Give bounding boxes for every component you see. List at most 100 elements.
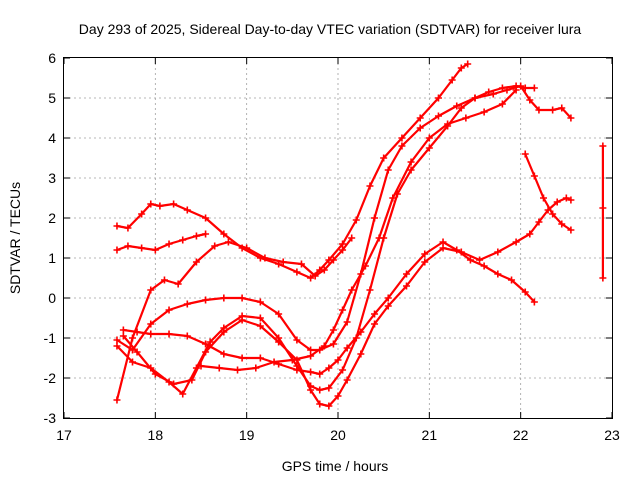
data-point bbox=[270, 358, 278, 366]
data-point bbox=[343, 376, 351, 384]
data-point bbox=[567, 196, 575, 204]
data-point bbox=[256, 298, 264, 306]
data-point bbox=[549, 106, 557, 114]
data-point bbox=[151, 370, 159, 378]
series-track-g bbox=[119, 194, 575, 410]
data-point bbox=[234, 366, 242, 374]
data-point bbox=[421, 250, 429, 258]
data-point bbox=[170, 380, 178, 388]
data-point bbox=[113, 222, 121, 230]
y-tick-label: 5 bbox=[48, 90, 56, 106]
data-point bbox=[329, 340, 337, 348]
data-point bbox=[307, 352, 315, 360]
data-point bbox=[151, 246, 159, 254]
data-point bbox=[466, 256, 474, 264]
y-tick-label: -3 bbox=[44, 410, 57, 426]
data-point bbox=[334, 356, 342, 364]
data-point bbox=[215, 364, 223, 372]
data-point bbox=[124, 224, 132, 232]
data-point bbox=[380, 154, 388, 162]
data-point bbox=[599, 274, 607, 282]
y-tick-label: -1 bbox=[44, 330, 57, 346]
data-point bbox=[339, 366, 347, 374]
data-point bbox=[384, 166, 392, 174]
data-point bbox=[512, 238, 520, 246]
data-point bbox=[512, 86, 520, 94]
data-point bbox=[357, 328, 365, 336]
data-point bbox=[256, 354, 264, 362]
x-tick-label: 19 bbox=[239, 427, 255, 443]
data-point bbox=[220, 328, 228, 336]
data-point bbox=[316, 400, 324, 408]
data-point bbox=[361, 262, 369, 270]
data-point bbox=[261, 254, 269, 262]
data-point bbox=[133, 328, 141, 336]
data-point bbox=[371, 310, 379, 318]
series-line bbox=[115, 232, 207, 252]
series-track-f bbox=[119, 238, 538, 378]
data-point bbox=[202, 230, 210, 238]
data-point bbox=[416, 124, 424, 132]
data-point bbox=[211, 242, 219, 250]
data-point bbox=[498, 100, 506, 108]
data-point bbox=[434, 112, 442, 120]
data-point bbox=[147, 320, 155, 328]
data-point bbox=[238, 294, 246, 302]
data-point bbox=[119, 326, 127, 334]
data-point bbox=[113, 342, 121, 350]
data-point bbox=[389, 194, 397, 202]
data-point bbox=[553, 198, 561, 206]
data-point bbox=[567, 226, 575, 234]
data-point bbox=[256, 314, 264, 322]
data-point bbox=[521, 84, 529, 92]
data-point bbox=[165, 306, 173, 314]
data-point bbox=[238, 316, 246, 324]
data-point bbox=[113, 336, 121, 344]
x-tick-label: 23 bbox=[604, 427, 620, 443]
data-point bbox=[457, 64, 465, 72]
data-point bbox=[462, 114, 470, 122]
data-point bbox=[316, 386, 324, 394]
x-tick-label: 17 bbox=[56, 427, 72, 443]
data-point bbox=[421, 258, 429, 266]
chart-title: Day 293 of 2025, Sidereal Day-to-day VTE… bbox=[79, 21, 582, 37]
data-point bbox=[188, 376, 196, 384]
data-point bbox=[599, 142, 607, 150]
grid bbox=[64, 58, 612, 418]
data-point bbox=[113, 246, 121, 254]
data-point bbox=[138, 210, 146, 218]
data-point bbox=[156, 202, 164, 210]
series-line bbox=[524, 152, 573, 232]
series-line bbox=[115, 84, 536, 396]
data-point bbox=[371, 320, 379, 328]
plot-frame bbox=[63, 57, 613, 419]
data-point bbox=[425, 144, 433, 152]
data-point bbox=[129, 358, 136, 366]
data-point bbox=[160, 276, 168, 284]
data-point bbox=[434, 94, 442, 102]
data-point bbox=[334, 392, 342, 400]
data-point bbox=[343, 344, 351, 352]
series-track-e bbox=[113, 82, 538, 398]
data-point bbox=[174, 280, 182, 288]
data-point bbox=[339, 240, 347, 248]
data-point bbox=[297, 260, 305, 268]
data-point bbox=[398, 134, 406, 142]
series-line bbox=[115, 236, 353, 402]
data-point bbox=[453, 102, 461, 110]
data-point bbox=[357, 350, 365, 358]
data-point bbox=[348, 234, 356, 242]
series-line bbox=[122, 196, 573, 408]
data-point bbox=[183, 332, 191, 340]
data-point bbox=[384, 302, 392, 310]
data-point bbox=[192, 258, 200, 266]
data-point bbox=[549, 210, 557, 218]
data-point bbox=[403, 282, 410, 290]
data-point bbox=[339, 306, 347, 314]
data-point bbox=[206, 338, 214, 346]
data-point bbox=[307, 386, 315, 394]
data-point bbox=[147, 286, 155, 294]
data-point bbox=[329, 256, 337, 264]
data-point bbox=[508, 276, 516, 284]
